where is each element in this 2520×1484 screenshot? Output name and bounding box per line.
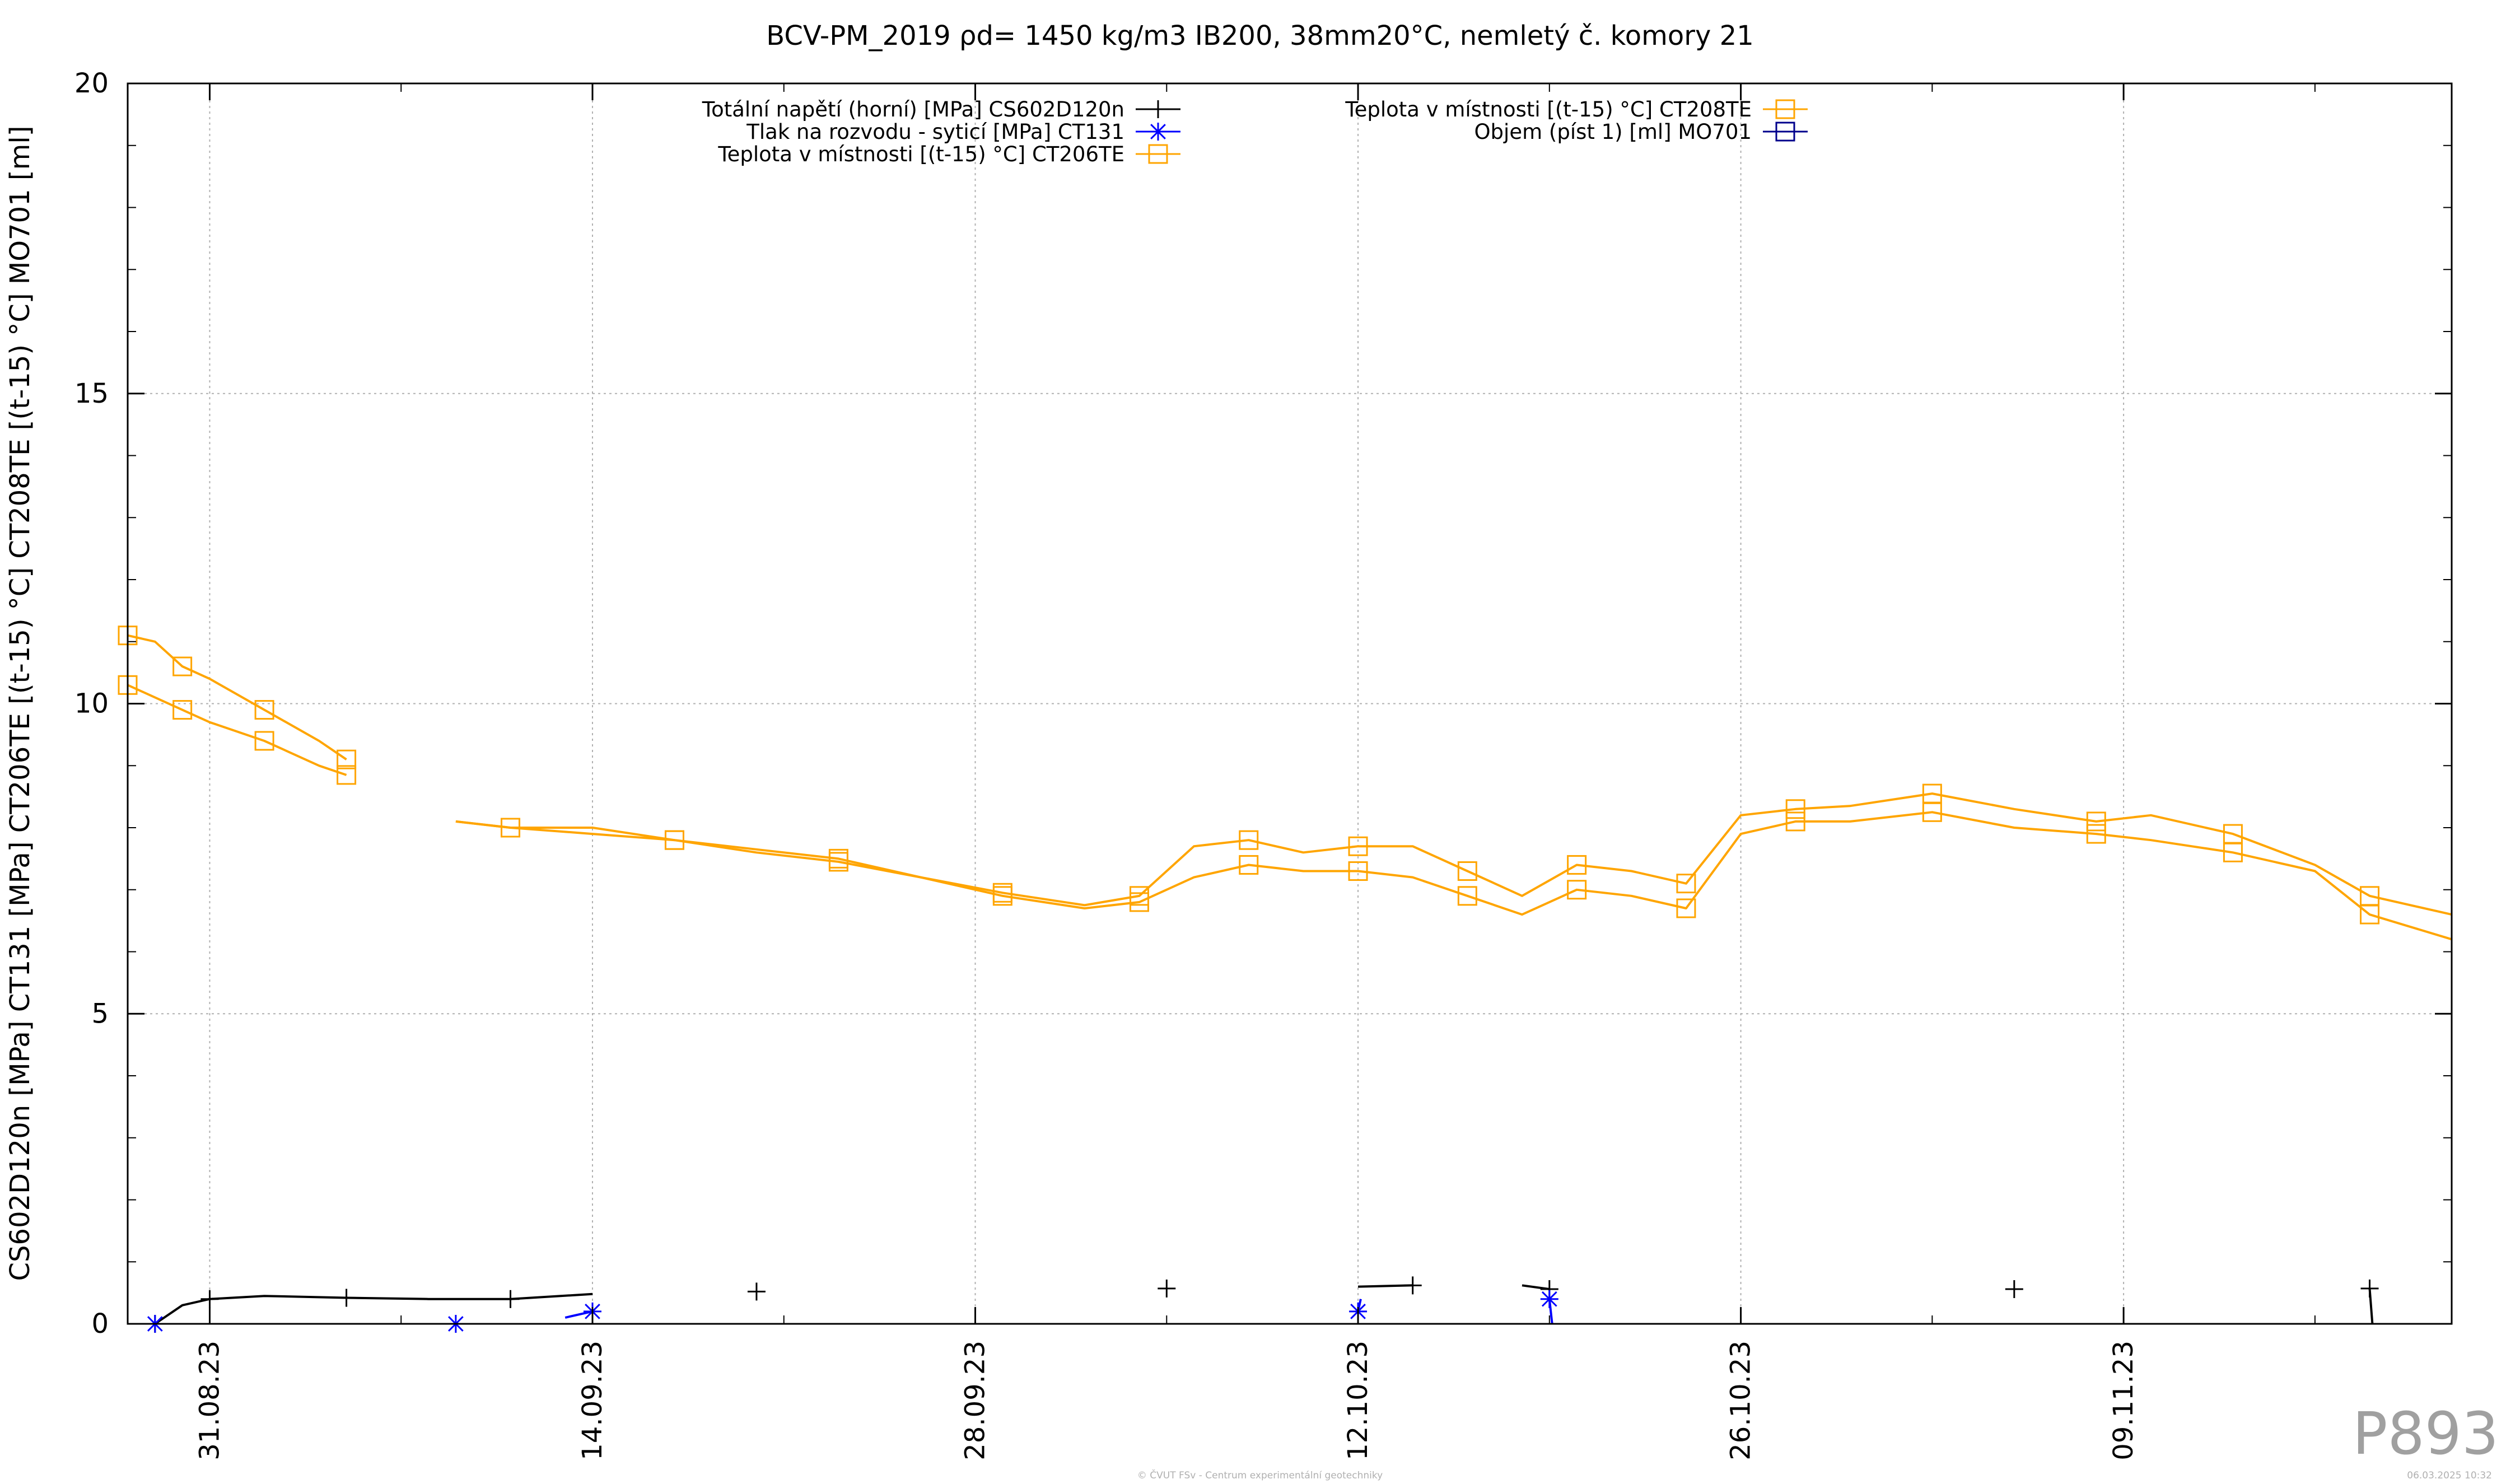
legend: Totální napětí (horní) [MPa] CS602D120nT… <box>702 97 1808 166</box>
series-4 <box>118 626 2452 916</box>
data-point <box>337 765 357 785</box>
data-point <box>1567 880 1587 900</box>
data-point <box>200 1290 219 1308</box>
data-point <box>1676 898 1696 918</box>
data-point <box>1239 830 1259 850</box>
legend-label: Totální napětí (horní) [MPa] CS602D120n <box>702 97 1124 122</box>
data-point <box>1403 1276 1422 1295</box>
data-point <box>2360 886 2380 906</box>
series-line <box>127 684 2452 941</box>
data-point <box>747 1282 766 1301</box>
data-point <box>1785 799 1805 819</box>
series-line <box>127 634 2452 916</box>
legend-entry-4: Teplota v místnosti [(t-15) °C] CT208TE <box>1345 97 1808 122</box>
series-1 <box>146 1276 2379 1333</box>
y-tick-label: 5 <box>91 998 109 1029</box>
data-point <box>1348 861 1368 881</box>
x-tick-label: 14.09.23 <box>577 1341 608 1460</box>
data-point <box>2086 811 2106 832</box>
series-3 <box>118 675 2452 941</box>
data-point <box>828 848 848 869</box>
footer-timestamp: 06.03.2025 10:32 <box>2407 1470 2492 1481</box>
data-point <box>1348 836 1368 856</box>
watermark: P893 <box>2353 1399 2499 1468</box>
legend-marker <box>1148 144 1168 164</box>
data-point <box>2223 824 2243 844</box>
grid <box>128 83 2452 1324</box>
data-point <box>254 731 274 751</box>
data-point <box>501 1290 520 1308</box>
footer-credit: © ČVUT FSv - Centrum experimentální geot… <box>1137 1469 1383 1481</box>
data-point <box>1457 861 1477 881</box>
data-point <box>1457 886 1477 906</box>
legend-entry-1: Totální napětí (horní) [MPa] CS602D120n <box>702 97 1180 122</box>
data-point <box>172 656 193 676</box>
y-tick-label: 20 <box>74 68 109 99</box>
y-tick-label: 10 <box>74 688 109 720</box>
data-point <box>1922 783 1942 804</box>
chart-title: BCV-PM_2019 ρd= 1450 kg/m3 IB200, 38mm20… <box>766 20 1753 52</box>
data-point <box>501 818 521 838</box>
data-point <box>1129 886 1149 906</box>
legend-label: Teplota v místnosti [(t-15) °C] CT208TE <box>1345 97 1752 122</box>
data-point <box>1567 855 1587 875</box>
x-tick-label: 09.11.23 <box>2108 1341 2139 1460</box>
data-point <box>254 700 274 720</box>
x-tick-label: 26.10.23 <box>1725 1341 1757 1460</box>
legend-entry-2: Tlak na rozvodu - syticí [MPa] CT131 <box>746 120 1180 144</box>
data-point <box>1158 1279 1176 1298</box>
data-point <box>1239 855 1259 875</box>
legend-entry-5: Objem (píst 1) [ml] MO701 <box>1474 120 1808 144</box>
y-tick-label: 15 <box>74 378 109 409</box>
ticks: 0 5 10 15 20 31.08.23 14.09.23 28.09.23 12.10.23… <box>74 68 2452 1460</box>
data-point <box>2086 824 2106 844</box>
data-point <box>172 700 193 720</box>
legend-marker <box>1149 123 1167 141</box>
data-point <box>2360 1279 2379 1298</box>
legend-entry-3: Teplota v místnosti [(t-15) °C] CT206TE <box>717 142 1180 166</box>
legend-marker <box>1775 122 1795 142</box>
data-point <box>337 1289 356 1307</box>
x-tick-label: 28.09.23 <box>960 1341 991 1460</box>
data-point <box>337 749 357 769</box>
data-point <box>1676 874 1696 894</box>
series-layer <box>118 626 2452 1333</box>
data-point <box>2005 1280 2023 1298</box>
x-tick-label: 31.08.23 <box>194 1341 225 1460</box>
legend-label: Teplota v místnosti [(t-15) °C] CT206TE <box>717 142 1124 166</box>
y-axis-label: CS602D120n [MPa] CT131 [MPa] CT206TE [(t… <box>4 126 36 1281</box>
legend-marker <box>1775 99 1795 119</box>
legend-label: Objem (píst 1) [ml] MO701 <box>1474 120 1752 144</box>
x-tick-label: 12.10.23 <box>1342 1341 1374 1460</box>
legend-marker <box>1149 100 1167 118</box>
data-point <box>992 883 1012 903</box>
y-tick-label: 0 <box>91 1308 109 1340</box>
legend-label: Tlak na rozvodu - syticí [MPa] CT131 <box>746 120 1124 144</box>
series-line <box>154 1284 2374 1325</box>
data-point <box>1785 811 1805 832</box>
data-point <box>1540 1290 1558 1308</box>
data-point <box>664 830 684 850</box>
